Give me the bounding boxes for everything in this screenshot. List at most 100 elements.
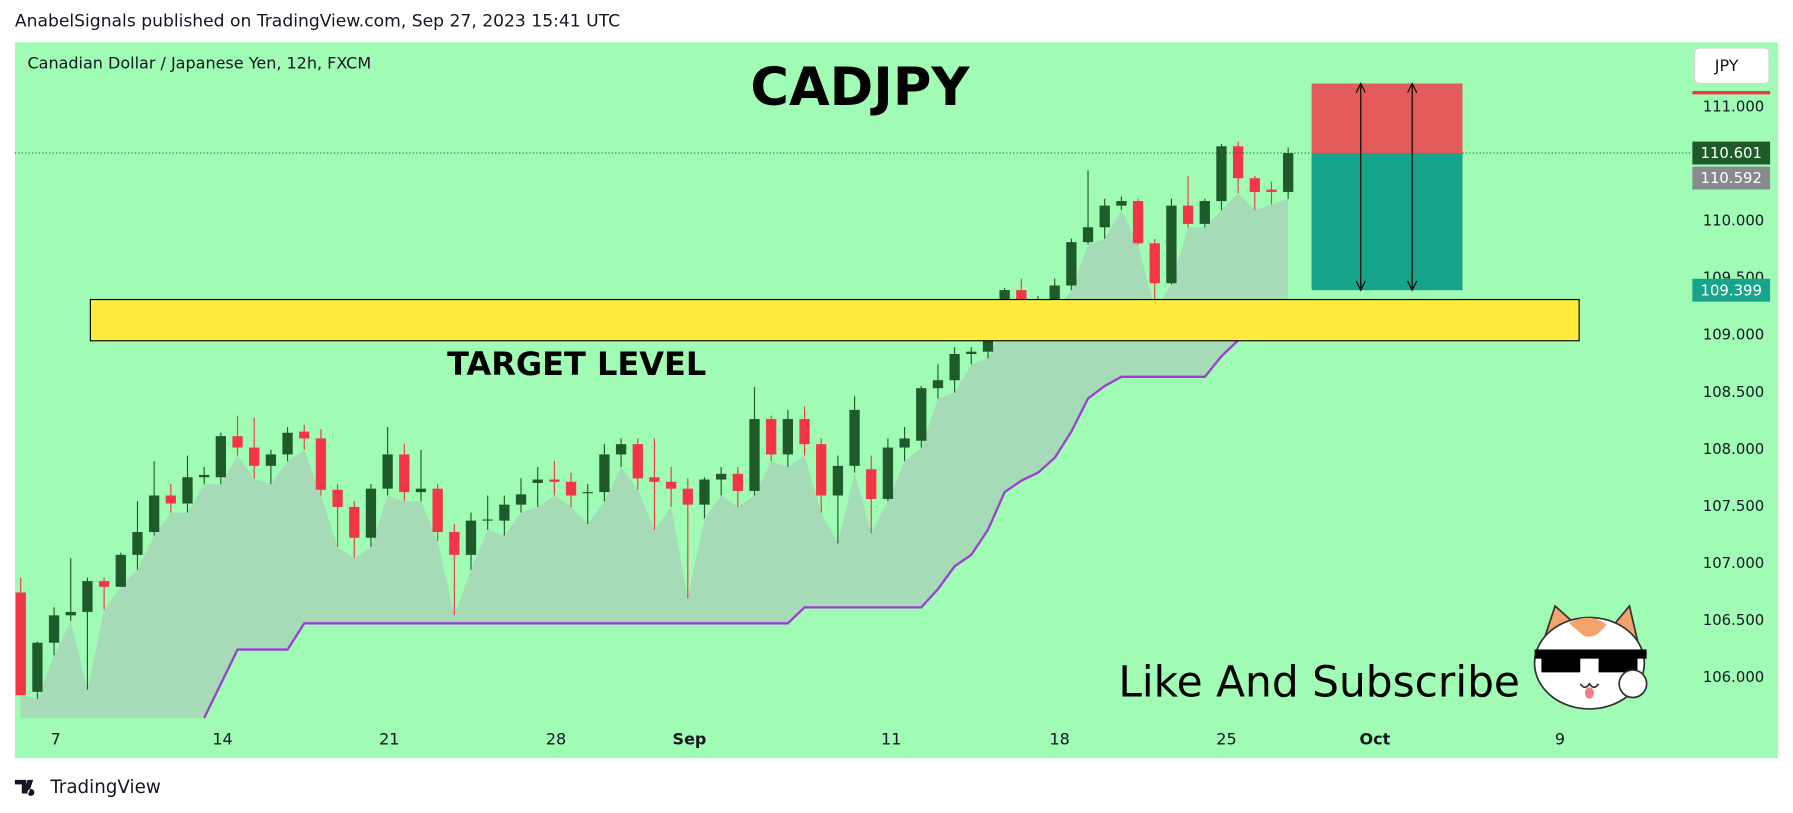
cat-mouth [1579, 682, 1600, 689]
candle-body [582, 492, 593, 494]
y-tick-label: 111.000 [1703, 97, 1764, 115]
candle-body [48, 615, 60, 643]
y-tick-label: 108.000 [1703, 440, 1764, 458]
cat-head [1533, 616, 1646, 710]
candle-body [1216, 146, 1227, 202]
cat-lens [1541, 656, 1581, 673]
y-tick-label: 106.500 [1703, 611, 1764, 629]
x-tick-label: Sep [673, 729, 707, 748]
candle-body [1016, 290, 1027, 307]
price-label: 109.399 [1700, 281, 1761, 299]
symbol-text: Canadian Dollar / Japanese Yen, 12h, FXC… [27, 54, 371, 73]
candle-body [115, 554, 126, 587]
candle-body [565, 481, 577, 496]
candle-body [215, 436, 226, 478]
y-tick-label: 110.000 [1703, 212, 1764, 230]
candle-body [82, 581, 93, 612]
candle-body [1249, 178, 1260, 192]
candle-body [1099, 205, 1110, 228]
overlay: 106.000 106.500 107.000 107.500 108.000 108.5… [27, 47, 1771, 748]
target-zone [89, 298, 1580, 342]
x-tick-label: 9 [1555, 729, 1565, 748]
y-tick-label: 106.000 [1703, 668, 1764, 686]
candle-body [766, 419, 777, 455]
x-tick-label: 11 [881, 729, 901, 748]
candle-body [1199, 201, 1210, 224]
candle-body [1049, 285, 1060, 307]
candle-body [315, 438, 327, 490]
y-tick-label: 109.000 [1703, 326, 1764, 344]
candle-body [148, 495, 160, 533]
arrow-head [1355, 82, 1366, 292]
candle-body [1283, 153, 1294, 192]
annotation: Like And Subscribe [1118, 657, 1520, 706]
price-label: 110.601 [1700, 144, 1761, 162]
y-tick-label: 108.500 [1703, 383, 1764, 401]
candle-body [399, 454, 410, 493]
candle-body [332, 489, 343, 507]
candle-body [916, 388, 927, 441]
candle-body [1166, 205, 1177, 284]
candle-body [432, 488, 443, 533]
price-label-box [1692, 141, 1771, 165]
footer-logo [14, 779, 35, 796]
candle-body [1149, 243, 1160, 284]
candle-body [1182, 205, 1194, 224]
candle-body [632, 444, 643, 479]
candle-body [866, 469, 877, 499]
candle-body [532, 479, 543, 483]
candle-body [1116, 201, 1127, 206]
candle-body [832, 465, 844, 496]
candle-body [32, 642, 43, 692]
x-tick-label: 28 [546, 729, 566, 748]
candle-body [65, 611, 76, 616]
candle-body [349, 506, 360, 538]
candle-body [499, 504, 510, 521]
x-tick-label: 18 [1050, 729, 1070, 748]
price-label-box [1692, 278, 1771, 302]
candle-body [816, 444, 827, 496]
candle-body [599, 454, 610, 493]
candle-body [782, 419, 794, 455]
cat-tongue [1584, 687, 1595, 699]
candle-body [932, 380, 944, 389]
candle-body [1232, 146, 1244, 179]
candle-body [515, 494, 527, 505]
candle-body [98, 581, 110, 587]
candle-body [249, 447, 260, 466]
candle-body [615, 444, 627, 455]
cat-lens [1598, 656, 1638, 673]
x-tick-label: 7 [51, 729, 61, 748]
annotation: TARGET LEVEL [447, 345, 706, 383]
x-tick-label: Oct [1360, 729, 1391, 748]
header-text: AnabelSignals published on TradingView.c… [15, 12, 620, 32]
candle-body [882, 447, 894, 499]
trail-line [203, 339, 1239, 719]
candle-body [699, 479, 710, 505]
candle-body [365, 488, 377, 538]
currency-button [1694, 47, 1770, 85]
price-label: 110.592 [1700, 169, 1761, 187]
x-tick-label: 14 [212, 729, 232, 748]
candle-body [299, 431, 310, 439]
candle-body [849, 409, 860, 466]
plot-background [14, 42, 1779, 759]
candle-body [1266, 189, 1277, 192]
x-tick-label: 25 [1216, 729, 1236, 748]
stop-box [1311, 83, 1463, 154]
candle-body [682, 488, 693, 505]
candle-body [182, 477, 193, 504]
target-box [1311, 153, 1463, 291]
candle-body [649, 477, 660, 482]
candle-body [799, 419, 810, 445]
candle-body [966, 351, 977, 354]
chart-title: CADJPY [750, 57, 970, 118]
candle-body [1132, 201, 1144, 244]
candle-body [199, 474, 210, 478]
x-tick-label: 21 [379, 729, 399, 748]
candle-body [732, 473, 743, 491]
y-tick-label: 107.500 [1703, 497, 1764, 515]
plot-area [14, 42, 1779, 759]
